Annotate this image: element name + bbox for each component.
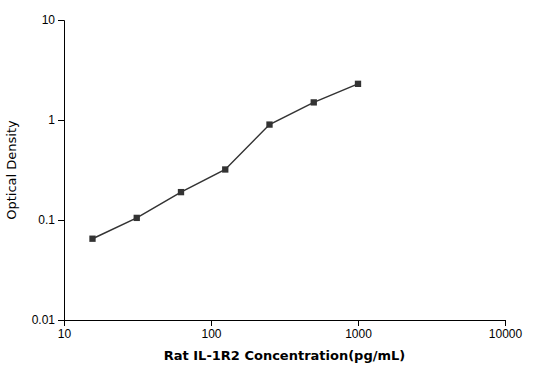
y-tick-mark — [58, 120, 64, 121]
point — [266, 121, 272, 127]
x-axis: 10 100 1000 10000 — [58, 320, 523, 341]
x-tick-label: 10 — [58, 327, 72, 341]
x-tick-mark — [505, 320, 506, 326]
point — [89, 236, 95, 242]
y-axis: 0.01 0.1 1 10 — [32, 13, 65, 327]
x-tick-label: 100 — [201, 327, 221, 341]
x-axis-line — [65, 321, 506, 327]
point — [222, 166, 228, 172]
y-tick-mark — [58, 320, 64, 321]
x-tick: 1000 — [345, 320, 372, 341]
series — [89, 81, 361, 242]
x-tick-mark — [211, 320, 212, 326]
point — [178, 189, 184, 195]
y-tick: 10 — [42, 13, 64, 27]
y-axis-title: Optical Density — [4, 120, 19, 220]
point — [355, 81, 361, 87]
x-tick-mark — [358, 320, 359, 326]
y-tick: 1 — [48, 113, 64, 127]
x-tick: 10 — [58, 320, 72, 341]
x-tick-label: 1000 — [345, 327, 372, 341]
point — [134, 215, 140, 221]
x-tick-label: 10000 — [489, 327, 523, 341]
point — [311, 99, 317, 105]
chart: 10 100 1000 10000 0.01 0.1 1 10 Rat IL-1R2 Conce… — [0, 0, 533, 372]
y-tick-label: 10 — [42, 13, 56, 27]
y-axis-line — [58, 21, 65, 321]
y-tick-label: 1 — [48, 113, 55, 127]
y-tick: 0.1 — [38, 213, 64, 227]
y-tick-label: 0.01 — [32, 313, 56, 327]
line — [92, 84, 358, 239]
x-axis-title: Rat IL-1R2 Concentration(pg/mL) — [164, 348, 406, 363]
y-tick-mark — [58, 220, 64, 221]
y-tick: 0.01 — [32, 313, 64, 327]
y-tick-label: 0.1 — [38, 213, 55, 227]
x-tick: 10000 — [489, 320, 523, 341]
plot: 10 100 1000 10000 0.01 0.1 1 10 — [32, 13, 523, 340]
y-tick-mark — [58, 20, 64, 21]
x-tick: 100 — [201, 320, 221, 341]
